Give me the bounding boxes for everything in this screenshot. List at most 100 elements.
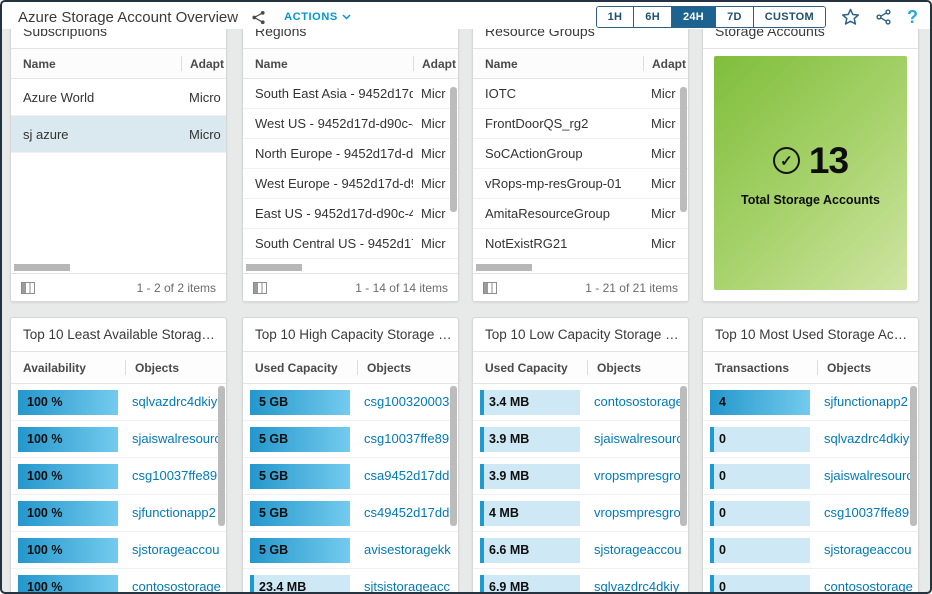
object-link[interactable]: sjstorageaccou (824, 542, 912, 557)
columns-picker-icon[interactable] (253, 281, 267, 294)
column-header-adapter[interactable]: Adapt (190, 56, 224, 71)
table-row[interactable]: 6.6 MB sjstorageaccou (473, 532, 688, 569)
share-icon[interactable] (875, 9, 892, 25)
table-row[interactable]: South Central US - 9452d17d… Micr (243, 229, 458, 259)
columns-picker-icon[interactable] (483, 281, 497, 294)
table-row[interactable]: 0 sjstorageaccou (703, 532, 918, 569)
table-row[interactable]: 0 csg10037ffe89 (703, 495, 918, 532)
object-link[interactable]: csg100320003 (364, 394, 450, 409)
object-link[interactable]: sjaiswalresourc (824, 468, 913, 483)
table-row[interactable]: West US - 9452d17d-d90c-4… Micr (243, 109, 458, 139)
object-link[interactable]: cs49452d17dd9 (364, 505, 457, 520)
table-row[interactable]: West Europe - 9452d17d-d9… Micr (243, 169, 458, 199)
table-row[interactable]: 100 % sjstorageaccou (11, 532, 226, 569)
column-divider[interactable] (817, 360, 818, 375)
vertical-scrollbar[interactable] (218, 386, 225, 526)
column-divider[interactable] (181, 56, 182, 71)
table-row[interactable]: 0 sjaiswalresourc (703, 458, 918, 495)
storage-accounts-scoreboard[interactable]: ✓ 13 Total Storage Accounts (714, 56, 907, 290)
column-header-metric[interactable]: Used Capacity (255, 360, 338, 375)
object-link[interactable]: csg10037ffe89 (824, 505, 910, 520)
table-row[interactable]: 5 GB csg10037ffe89 (243, 421, 458, 458)
horizontal-scrollbar[interactable] (14, 264, 70, 271)
vertical-scrollbar[interactable] (450, 386, 457, 526)
vertical-scrollbar[interactable] (680, 87, 687, 212)
object-link[interactable]: csa9452d17dd9 (364, 468, 457, 483)
object-link[interactable]: sjfunctionapp2 (824, 394, 908, 409)
object-link[interactable]: sqlvazdrc4dkiy (594, 579, 680, 594)
table-row[interactable]: SoCActionGroup Micr (473, 139, 688, 169)
column-header-metric[interactable]: Used Capacity (485, 360, 568, 375)
column-header-adapter[interactable]: Adapt (422, 56, 456, 71)
actions-menu-button[interactable]: ACTIONS (284, 11, 351, 23)
column-header-objects[interactable]: Objects (597, 360, 642, 375)
object-link[interactable]: avisestoragekk (364, 542, 451, 557)
table-row[interactable]: 0 contosostorage (703, 569, 918, 594)
vertical-scrollbar[interactable] (680, 386, 687, 526)
table-row[interactable]: FrontDoorQS_rg2 Micr (473, 109, 688, 139)
time-range-button[interactable]: CUSTOM (752, 7, 825, 27)
table-row[interactable]: 5 GB csa9452d17dd9 (243, 458, 458, 495)
table-row[interactable]: East US - 9452d17d-d90c-4a… Micr (243, 199, 458, 229)
table-row[interactable]: 100 % contosostorage (11, 569, 226, 594)
table-row[interactable]: 100 % sjfunctionapp2 (11, 495, 226, 532)
object-link[interactable]: sjfunctionapp2 (132, 505, 216, 520)
table-row[interactable]: 3.9 MB vropsmpresgro (473, 458, 688, 495)
table-row[interactable]: 3.9 MB sjaiswalresourc (473, 421, 688, 458)
object-link[interactable]: sjstorageaccou (132, 542, 220, 557)
object-link[interactable]: sqlvazdrc4dkiy (824, 431, 910, 446)
table-row[interactable]: South East Asia - 9452d17d-… Micr (243, 79, 458, 109)
time-range-button[interactable]: 1H (596, 7, 634, 27)
object-link[interactable]: sjtsistorageacc (364, 579, 450, 594)
column-header-name[interactable]: Name (485, 56, 518, 71)
object-link[interactable]: vropsmpresgro (594, 505, 681, 520)
object-link[interactable]: sqlvazdrc4dkiy (132, 394, 218, 409)
column-divider[interactable] (413, 56, 414, 71)
favorite-star-icon[interactable] (841, 8, 860, 26)
horizontal-scrollbar[interactable] (476, 264, 532, 271)
object-link[interactable]: contosostorage (132, 579, 221, 594)
table-row[interactable]: 6.9 MB sqlvazdrc4dkiy (473, 569, 688, 594)
object-link[interactable]: sjstorageaccou (594, 542, 682, 557)
share-nodes-icon[interactable] (251, 10, 266, 25)
object-link[interactable]: contosostorage (824, 579, 913, 594)
object-link[interactable]: sjaiswalresourc (594, 431, 683, 446)
column-divider[interactable] (587, 360, 588, 375)
time-range-button[interactable]: 6H (633, 7, 671, 27)
column-header-objects[interactable]: Objects (135, 360, 180, 375)
table-row[interactable]: 3.4 MB contosostorage (473, 384, 688, 421)
table-row[interactable]: vRops-mp-resGroup-01 Micr (473, 169, 688, 199)
column-header-name[interactable]: Name (23, 56, 56, 71)
horizontal-scrollbar[interactable] (246, 264, 302, 271)
object-link[interactable]: csg10037ffe89 (364, 431, 450, 446)
table-row[interactable]: 5 GB csg100320003 (243, 384, 458, 421)
column-divider[interactable] (643, 56, 644, 71)
table-row[interactable]: North Europe - 9452d17d-d9… Micr (243, 139, 458, 169)
column-header-objects[interactable]: Objects (367, 360, 412, 375)
help-icon[interactable]: ? (907, 6, 918, 27)
time-range-button[interactable]: 24H (670, 7, 716, 27)
object-link[interactable]: csg10037ffe89 (132, 468, 218, 483)
column-header-adapter[interactable]: Adapt (652, 56, 686, 71)
table-row[interactable]: 100 % sqlvazdrc4dkiy (11, 384, 226, 421)
table-row[interactable]: AmitaResourceGroup Micr (473, 199, 688, 229)
vertical-scrollbar[interactable] (910, 386, 917, 526)
time-range-button[interactable]: 7D (715, 7, 753, 27)
object-link[interactable]: sjaiswalresourc (132, 431, 221, 446)
column-header-metric[interactable]: Availability (23, 360, 86, 375)
object-link[interactable]: vropsmpresgro (594, 468, 681, 483)
table-row[interactable]: 0 sqlvazdrc4dkiy (703, 421, 918, 458)
column-divider[interactable] (125, 360, 126, 375)
columns-picker-icon[interactable] (21, 281, 35, 294)
table-row[interactable]: NotExistRG21 Micr (473, 229, 688, 259)
column-header-metric[interactable]: Transactions (715, 360, 790, 375)
table-row[interactable]: sj azure Micro (11, 116, 226, 153)
table-row[interactable]: 4 MB vropsmpresgro (473, 495, 688, 532)
column-header-objects[interactable]: Objects (827, 360, 872, 375)
table-row[interactable]: 5 GB avisestoragekk (243, 532, 458, 569)
vertical-scrollbar[interactable] (450, 87, 457, 212)
column-divider[interactable] (357, 360, 358, 375)
table-row[interactable]: Azure World Micro (11, 79, 226, 116)
table-row[interactable]: 23.4 MB sjtsistorageacc (243, 569, 458, 594)
table-row[interactable]: IOTC Micr (473, 79, 688, 109)
